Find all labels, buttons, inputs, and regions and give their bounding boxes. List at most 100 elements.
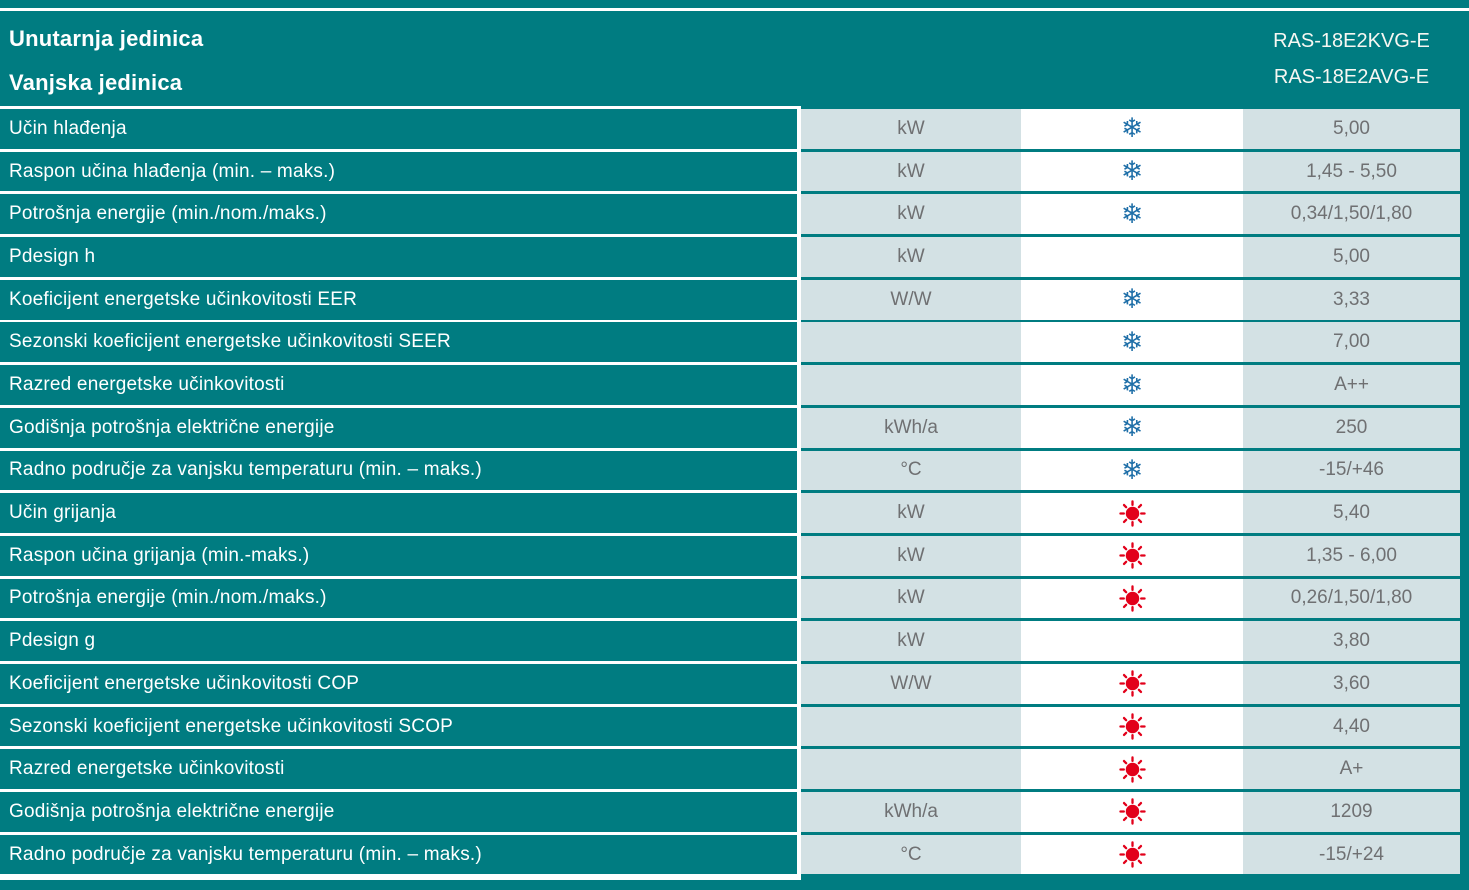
spec-row-unit: kW (801, 621, 1021, 662)
spec-row-value: 3,80 (1243, 621, 1460, 662)
spec-row-label: Razred energetske učinkovitosti (0, 749, 797, 790)
spec-row-value: 5,00 (1243, 237, 1460, 277)
spec-row-label: Sezonski koeficijent energetske učinkovi… (0, 322, 797, 363)
spec-row-value: 0,26/1,50/1,80 (1243, 578, 1460, 619)
spec-row-label: Učin hlađenja (0, 109, 797, 149)
snowflake-icon: ❄ (1120, 284, 1144, 316)
spec-row-value: 3,60 (1243, 663, 1460, 704)
indoor-unit-label: Unutarnja jedinica (9, 26, 204, 51)
spec-row-icon-cell: ❄ (1021, 194, 1243, 235)
spec-row-label: Radno područje za vanjsku temperaturu (m… (0, 834, 797, 875)
spec-row-label: Raspon učina hlađenja (min. – maks.) (0, 151, 797, 192)
snowflake-icon: ❄ (1120, 326, 1144, 358)
spec-row-unit: kWh/a (801, 407, 1021, 448)
spec-row-icon-cell: ❄ (1021, 407, 1243, 448)
sun-icon (1118, 670, 1146, 698)
spec-row-icon-cell: ❄ (1021, 792, 1243, 832)
spec-row-value: 4,40 (1243, 706, 1460, 747)
spec-row-icon-cell: ❄ (1021, 279, 1243, 320)
spec-row-unit: kW (801, 237, 1021, 277)
spec-row-unit: kWh/a (801, 792, 1021, 832)
spec-row-icon-cell: ❄ (1021, 621, 1243, 662)
sun-icon (1118, 499, 1146, 527)
spec-row-unit: W/W (801, 663, 1021, 704)
snowflake-icon: ❄ (1120, 113, 1144, 145)
spec-row-label: Sezonski koeficijent energetske učinkovi… (0, 706, 797, 747)
spec-table-grid: kW kW kW kW W/W kWh/a °C kW kW kW kW W/W kWh/a °C ❄ ❄ (801, 106, 1469, 890)
spec-row-value: 0,34/1,50/1,80 (1243, 194, 1460, 235)
snowflake-icon: ❄ (1120, 156, 1144, 188)
spec-row-unit (801, 322, 1021, 363)
spec-row-value: 1,45 - 5,50 (1243, 151, 1460, 192)
spec-row-label: Potrošnja energije (min./nom./maks.) (0, 578, 797, 619)
spec-row-value: 1209 (1243, 792, 1460, 832)
spec-row-label: Učin grijanja (0, 493, 797, 533)
spec-row-value: 3,33 (1243, 279, 1460, 320)
spec-row-unit: kW (801, 535, 1021, 576)
snowflake-icon: ❄ (1120, 454, 1144, 486)
spec-row-unit: kW (801, 493, 1021, 533)
indoor-unit-model: RAS-18E2KVG-E (1273, 30, 1430, 52)
spec-row-unit: °C (801, 834, 1021, 875)
table-header: Unutarnja jedinica Vanjska jedinica RAS-… (0, 11, 1469, 106)
sun-icon (1118, 585, 1146, 612)
spec-row-value: 250 (1243, 407, 1460, 448)
sun-icon (1118, 713, 1146, 740)
snowflake-icon: ❄ (1120, 198, 1144, 230)
outdoor-unit-label: Vanjska jedinica (9, 70, 183, 95)
spec-row-label: Potrošnja energije (min./nom./maks.) (0, 194, 797, 235)
spec-row-icon-cell: ❄ (1021, 109, 1243, 149)
spec-row-unit: °C (801, 450, 1021, 491)
spec-row-icon-cell: ❄ (1021, 365, 1243, 405)
spec-row-unit: kW (801, 151, 1021, 192)
spec-row-unit (801, 365, 1021, 405)
label-column: Učin hlađenja Raspon učina hlađenja (min.… (0, 109, 797, 875)
spec-row-icon-cell: ❄ (1021, 322, 1243, 363)
sun-icon (1118, 798, 1146, 826)
sun-icon (1118, 841, 1146, 868)
value-column: 5,00 1,45 - 5,50 0,34/1,50/1,80 5,00 3,33 7,0… (1243, 109, 1460, 875)
spec-row-value: -15/+24 (1243, 834, 1460, 875)
unit-column: kW kW kW kW W/W kWh/a °C kW kW kW kW W/W kWh/a °C (801, 109, 1021, 875)
spec-row-unit (801, 706, 1021, 747)
spec-row-label: Pdesign g (0, 621, 797, 662)
spec-row-icon-cell: ❄ (1021, 151, 1243, 192)
spec-row-icon-cell: ❄ (1021, 749, 1243, 790)
spec-row-value: -15/+46 (1243, 450, 1460, 491)
spec-row-icon-cell: ❄ (1021, 450, 1243, 491)
spec-row-unit (801, 749, 1021, 790)
spec-row-icon-cell: ❄ (1021, 535, 1243, 576)
snowflake-icon: ❄ (1120, 369, 1144, 401)
spec-row-label: Pdesign h (0, 237, 797, 277)
spec-row-label: Raspon učina grijanja (min.-maks.) (0, 535, 797, 576)
spec-row-value: 5,40 (1243, 493, 1460, 533)
spec-row-value: 1,35 - 6,00 (1243, 535, 1460, 576)
bottom-divider-strip (0, 880, 801, 890)
sun-icon (1118, 755, 1146, 783)
spec-row-label: Koeficijent energetske učinkovitosti COP (0, 663, 797, 704)
spec-row-icon-cell: ❄ (1021, 578, 1243, 619)
spec-row-icon-cell: ❄ (1021, 493, 1243, 533)
snowflake-icon: ❄ (1120, 412, 1144, 444)
spec-row-unit: kW (801, 109, 1021, 149)
spec-row-value: 5,00 (1243, 109, 1460, 149)
spec-row-icon-cell: ❄ (1021, 834, 1243, 875)
spec-row-value: A+ (1243, 749, 1460, 790)
spec-row-value: 7,00 (1243, 322, 1460, 363)
spec-row-icon-cell: ❄ (1021, 237, 1243, 277)
spec-row-unit: W/W (801, 279, 1021, 320)
spec-row-label: Koeficijent energetske učinkovitosti EER (0, 279, 797, 320)
sun-icon (1118, 542, 1146, 569)
spec-row-icon-cell: ❄ (1021, 706, 1243, 747)
spec-row-unit: kW (801, 194, 1021, 235)
spec-row-label: Razred energetske učinkovitosti (0, 365, 797, 405)
top-divider-strip (0, 0, 1469, 8)
outdoor-unit-model: RAS-18E2AVG-E (1273, 66, 1430, 88)
spec-row-label: Radno područje za vanjsku temperaturu (m… (0, 450, 797, 491)
spec-row-value: A++ (1243, 365, 1460, 405)
spec-row-icon-cell: ❄ (1021, 663, 1243, 704)
mode-icon-column: ❄ ❄ (1021, 109, 1243, 875)
spec-row-label: Godišnja potrošnja električne energije (0, 792, 797, 832)
spec-row-unit: kW (801, 578, 1021, 619)
